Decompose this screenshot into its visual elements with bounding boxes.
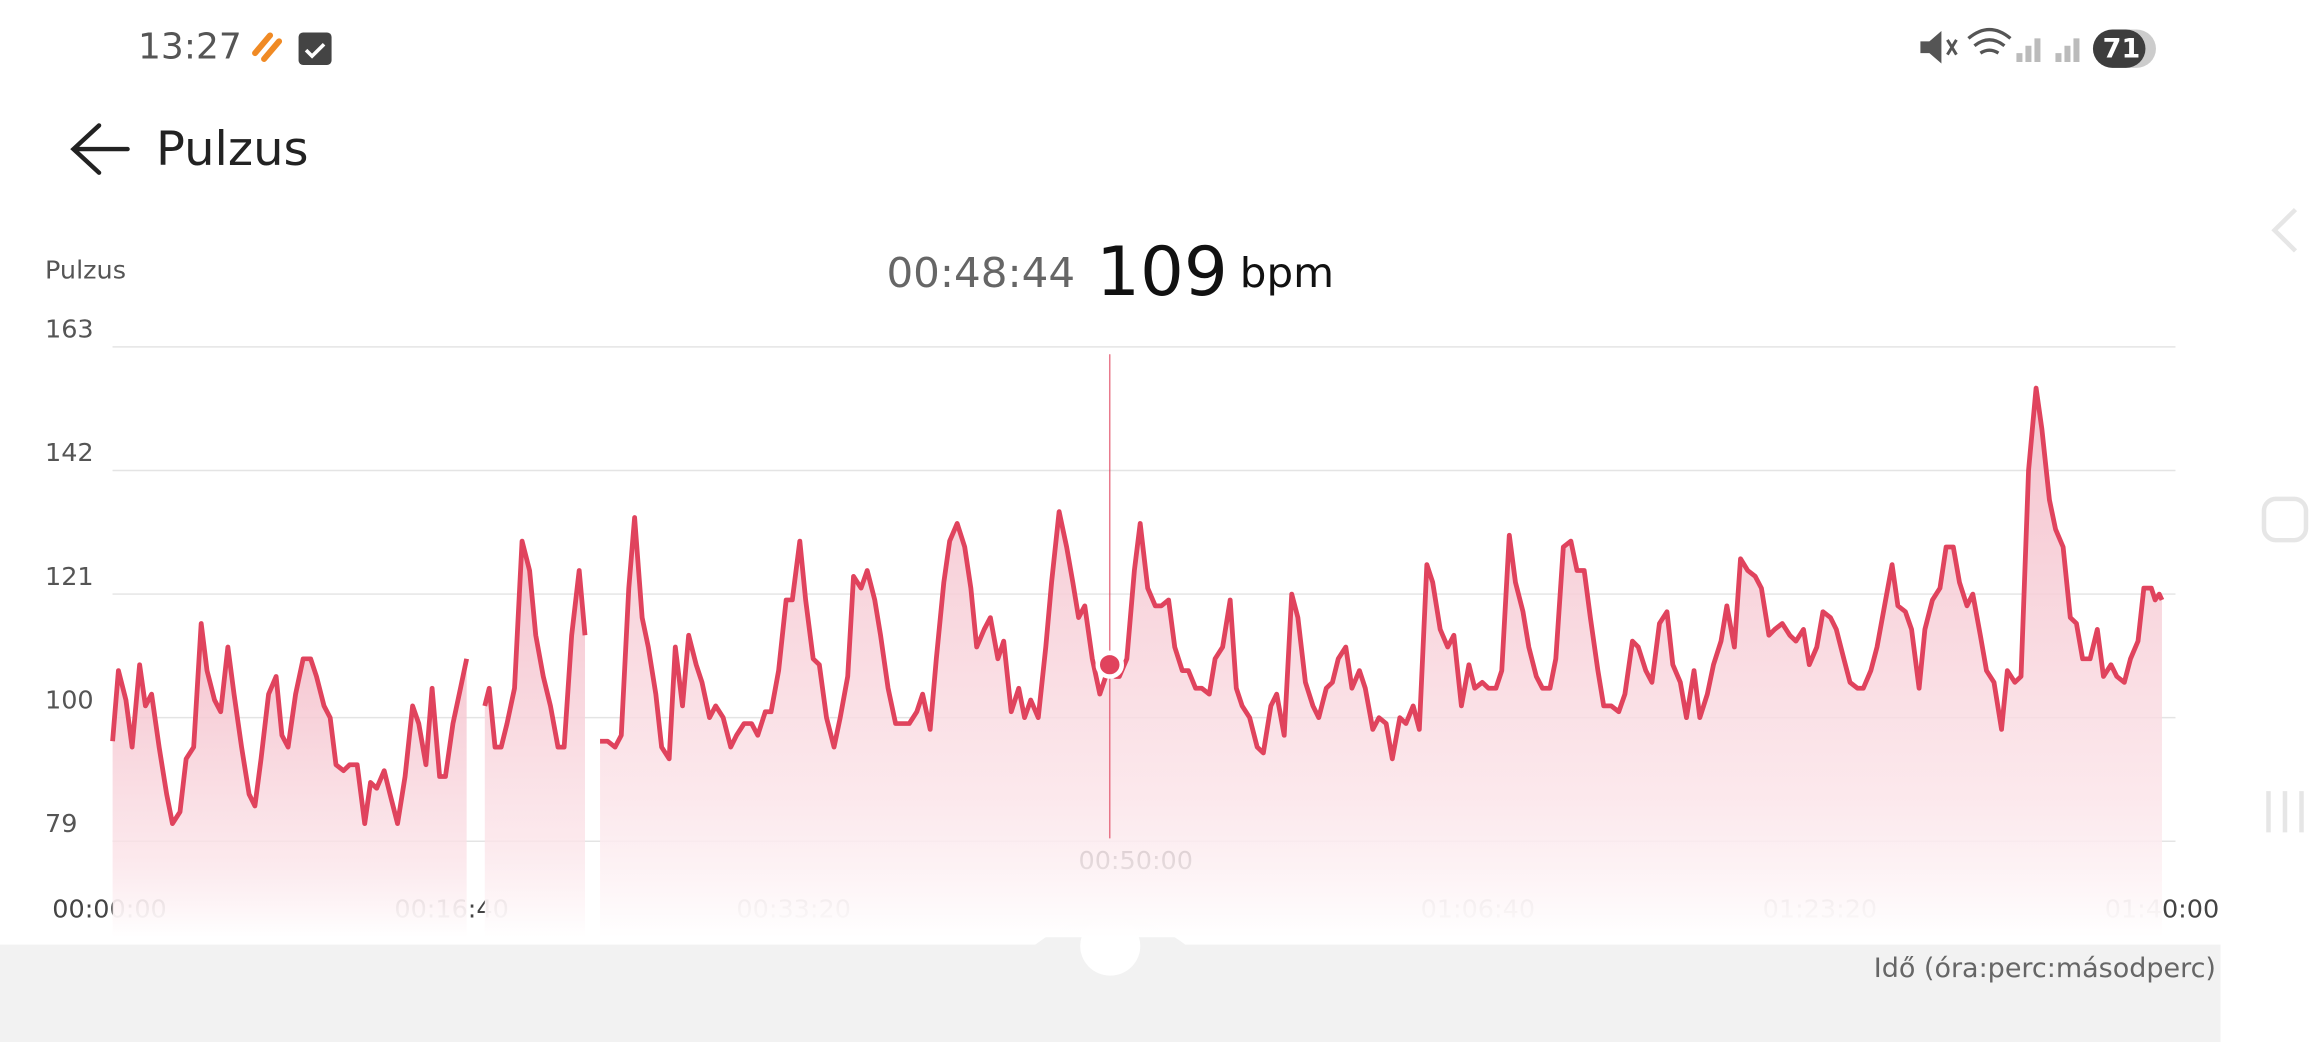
y-tick-label: 121 xyxy=(45,562,94,591)
chart: Pulzus Idő (óra:perc:másodperc) 00:48:44… xyxy=(45,232,2219,984)
selection-marker xyxy=(1095,650,1125,679)
selection-unit: bpm xyxy=(1240,248,1334,297)
selection-time: 00:48:44 xyxy=(886,248,1075,297)
selection-readout: 00:48:44 109 bpm xyxy=(886,232,1334,311)
status-icon xyxy=(252,32,332,65)
nav-icons xyxy=(2261,208,2309,833)
y-axis-title: Pulzus xyxy=(45,256,126,285)
y-tick-label: 100 xyxy=(45,686,94,715)
time-slider-track xyxy=(0,916,2221,1042)
area xyxy=(484,541,586,938)
header-title: Pulzus xyxy=(156,122,308,177)
back-button[interactable] xyxy=(70,123,130,175)
status-icons-right xyxy=(1920,27,2156,68)
y-tick-label: 163 xyxy=(45,315,94,344)
x-axis-title: Idő (óra:perc:másodperc) xyxy=(1874,953,2216,984)
y-tick-label: 142 xyxy=(45,438,94,467)
status-time: 13:27 xyxy=(138,27,242,68)
line-group xyxy=(110,385,2165,826)
area-group xyxy=(112,388,2162,938)
line xyxy=(110,621,469,826)
line xyxy=(600,385,2165,762)
battery-level: 71 xyxy=(2103,34,2141,65)
y-tick-label: 79 xyxy=(45,809,77,838)
area xyxy=(112,623,467,938)
line xyxy=(482,538,588,750)
area xyxy=(600,388,2162,938)
selection-value: 109 xyxy=(1096,232,1228,311)
